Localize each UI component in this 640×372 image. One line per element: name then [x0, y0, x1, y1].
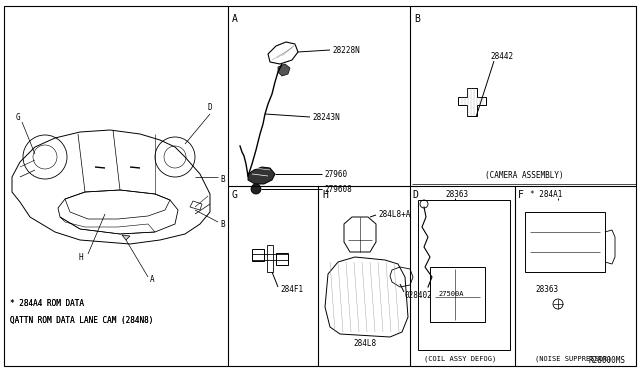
Text: * 284A4 ROM DATA: * 284A4 ROM DATA [10, 299, 84, 308]
Text: A: A [150, 276, 155, 285]
Text: G: G [16, 112, 20, 122]
Text: * 284A4 ROM DATA: * 284A4 ROM DATA [10, 299, 84, 308]
Text: B: B [220, 219, 225, 228]
Text: (NOISE SUPPRESSOR): (NOISE SUPPRESSOR) [535, 356, 611, 362]
Text: 279608: 279608 [324, 185, 352, 193]
Text: 27960: 27960 [324, 170, 347, 179]
Circle shape [251, 184, 261, 194]
Text: 28363: 28363 [536, 285, 559, 295]
Text: 28363: 28363 [445, 189, 468, 199]
Text: D: D [208, 103, 212, 112]
Bar [276, 253, 288, 265]
Polygon shape [278, 64, 290, 76]
Text: H: H [78, 253, 83, 262]
Text: A: A [232, 14, 238, 24]
Text: R28000MS: R28000MS [589, 356, 626, 365]
Text: 28442: 28442 [490, 51, 513, 61]
Text: B: B [220, 174, 225, 183]
Bar [418, 200, 510, 350]
Text: 028402: 028402 [405, 291, 433, 299]
Text: QATTN ROM DATA LANE CAM (284N8): QATTN ROM DATA LANE CAM (284N8) [10, 315, 154, 324]
Bar [430, 267, 485, 322]
Text: G: G [232, 190, 238, 200]
Text: 28243N: 28243N [312, 112, 340, 122]
Text: * 284A1: * 284A1 [530, 189, 563, 199]
Polygon shape [248, 167, 275, 184]
Text: 27500A: 27500A [438, 291, 463, 297]
Polygon shape [122, 235, 130, 240]
Text: (COIL ASSY DEFOG): (COIL ASSY DEFOG) [424, 356, 496, 362]
Text: 284L8: 284L8 [353, 340, 376, 349]
Text: 284L8+A: 284L8+A [378, 209, 410, 218]
Text: QATTN ROM DATA LANE CAM (284N8): QATTN ROM DATA LANE CAM (284N8) [10, 315, 154, 324]
Bar [525, 212, 605, 272]
Text: F: F [518, 190, 524, 200]
Text: B: B [414, 14, 420, 24]
Bar [252, 249, 264, 261]
Text: 284F1: 284F1 [280, 285, 303, 295]
Text: (CAMERA ASSEMBLY): (CAMERA ASSEMBLY) [484, 171, 563, 180]
Text: D: D [412, 190, 418, 200]
Text: 28228N: 28228N [332, 45, 360, 55]
Text: H: H [322, 190, 328, 200]
